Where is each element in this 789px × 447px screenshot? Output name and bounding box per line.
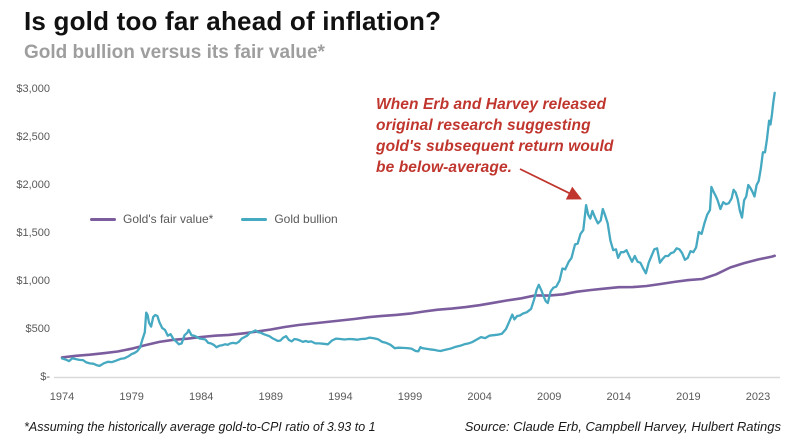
- chart-legend: Gold's fair value* Gold bullion: [90, 212, 338, 226]
- fair-value-swatch: [90, 217, 116, 221]
- x-tick-label: 2004: [467, 391, 491, 403]
- annotation-line: When Erb and Harvey released: [376, 96, 607, 113]
- x-tick-label: 2023: [746, 391, 770, 403]
- legend-label-bullion: Gold bullion: [274, 212, 338, 226]
- annotation-line: gold's subsequent return would: [376, 138, 614, 155]
- y-tick-label: $1,000: [16, 275, 50, 287]
- y-tick-label: $500: [26, 323, 50, 335]
- chart-source: Source: Claude Erb, Campbell Harvey, Hul…: [464, 419, 781, 434]
- x-tick-label: 2014: [607, 391, 631, 403]
- x-tick-label: 1984: [189, 391, 213, 403]
- chart-subtitle: Gold bullion versus its fair value*: [24, 42, 325, 63]
- chart-footnote: *Assuming the historically average gold-…: [24, 420, 376, 434]
- annotation-line: original research suggesting: [376, 117, 591, 134]
- x-tick-label: 1994: [328, 391, 352, 403]
- x-tick-label: 1979: [119, 391, 143, 403]
- page-title: Is gold too far ahead of inflation?: [24, 6, 442, 36]
- annotation-line: be below-average.: [376, 159, 513, 176]
- bullion-swatch: [241, 217, 268, 221]
- y-tick-label: $3,000: [16, 83, 50, 95]
- x-tick-label: 1989: [259, 391, 283, 403]
- legend-item-bullion: Gold bullion: [241, 212, 338, 226]
- x-tick-label: 1974: [50, 391, 74, 403]
- bullion-line: [60, 91, 776, 368]
- annotation-arrow: [519, 168, 582, 200]
- x-tick-label: 1999: [398, 391, 422, 403]
- y-tick-label: $-: [40, 371, 50, 383]
- x-tick-label: 2009: [537, 391, 561, 403]
- fair-value-line: [60, 254, 777, 359]
- legend-item-fair-value: Gold's fair value*: [90, 212, 213, 226]
- y-tick-label: $2,500: [16, 131, 50, 143]
- chart-annotation: When Erb and Harvey released original re…: [376, 94, 613, 178]
- y-tick-label: $1,500: [16, 227, 50, 239]
- y-tick-label: $2,000: [16, 179, 50, 191]
- x-tick-label: 2019: [676, 391, 700, 403]
- legend-label-fair-value: Gold's fair value*: [123, 212, 214, 226]
